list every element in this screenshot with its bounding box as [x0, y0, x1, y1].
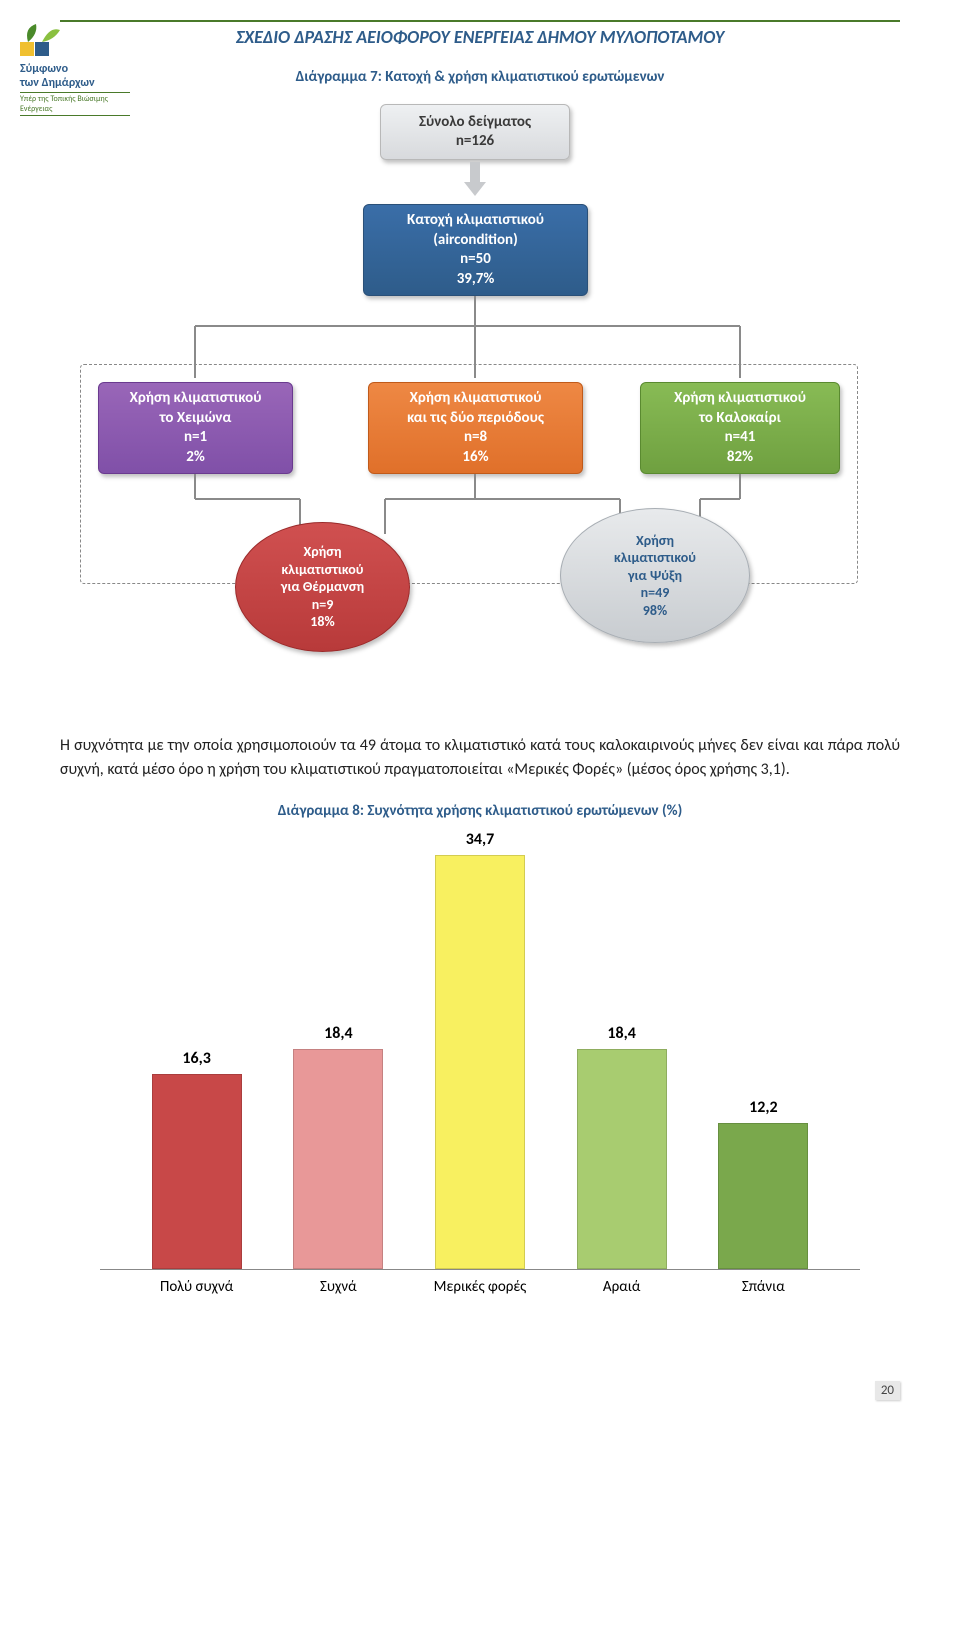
node-label: το Χειμώνα — [109, 409, 282, 429]
bar — [152, 1074, 242, 1269]
page-number: 20 — [875, 1381, 900, 1400]
logo-text2: των Δημάρχων — [20, 76, 130, 90]
node-label: n=41 — [651, 428, 829, 448]
ellipse-label: για Θέρμανση — [281, 578, 364, 596]
flowchart: Σύνολο δείγματος n=126 Κατοχή κλιματιστι… — [80, 104, 880, 704]
bar-value-label: 12,2 — [718, 1098, 808, 1117]
bar-category-label: Αραιά — [557, 1278, 687, 1296]
ellipse-label: για Ψύξη — [628, 567, 682, 585]
node-label: Χρήση κλιματιστικού — [651, 389, 829, 409]
arrow-icon — [460, 162, 490, 198]
ellipse-label: κλιματιστικού — [614, 549, 696, 567]
bar — [435, 855, 525, 1269]
node-label: 16% — [379, 448, 572, 468]
bar-value-label: 18,4 — [577, 1024, 667, 1043]
diagram7-caption: Διάγραμμα 7: Κατοχή & χρήση κλιματιστικο… — [60, 68, 900, 86]
node-label: n=8 — [379, 428, 572, 448]
node-label: 39,7% — [374, 270, 577, 290]
ellipse-label: κλιματιστικού — [282, 561, 364, 579]
logo-icon — [20, 20, 75, 60]
ellipse-cooling: Χρήση κλιματιστικού για Ψύξη n=49 98% — [560, 508, 750, 643]
connector-lines — [80, 296, 860, 386]
paragraph-body: Η συχνότητα με την οποία χρησιμοποιούν τ… — [60, 734, 900, 782]
node-label: (aircondition) — [374, 231, 577, 251]
ellipse-label: n=49 — [641, 584, 670, 602]
node-summer-use: Χρήση κλιματιστικού το Καλοκαίρι n=41 82… — [640, 382, 840, 474]
node-label: Χρήση κλιματιστικού — [379, 389, 572, 409]
node-label: 2% — [109, 448, 282, 468]
node-label: n=50 — [374, 250, 577, 270]
bar-category-label: Συχνά — [273, 1278, 403, 1296]
bar-category-label: Μερικές φορές — [415, 1278, 545, 1296]
ellipse-label: n=9 — [312, 596, 334, 614]
bar-value-label: 34,7 — [435, 830, 525, 849]
bar-value-label: 18,4 — [293, 1024, 383, 1043]
node-label: και τις δύο περιόδους — [379, 409, 572, 429]
ellipse-heating: Χρήση κλιματιστικού για Θέρμανση n=9 18% — [235, 522, 410, 652]
node-label: 82% — [651, 448, 829, 468]
node-both-seasons: Χρήση κλιματιστικού και τις δύο περιόδου… — [368, 382, 583, 474]
node-sample-total: Σύνολο δείγματος n=126 — [380, 104, 570, 160]
node-label: Χρήση κλιματιστικού — [109, 389, 282, 409]
node-label: Κατοχή κλιματιστικού — [374, 211, 577, 231]
bar-category-label: Σπάνια — [698, 1278, 828, 1296]
node-winter-use: Χρήση κλιματιστικού το Χειμώνα n=1 2% — [98, 382, 293, 474]
ellipse-label: 18% — [310, 613, 334, 631]
bar — [293, 1049, 383, 1269]
doc-title: ΣΧΕΔΙΟ ΔΡΑΣΗΣ ΑΕΙΟΦΟΡΟΥ ΕΝΕΡΓΕΙΑΣ ΔΗΜΟΥ … — [60, 26, 900, 48]
diagram8-caption: Διάγραμμα 8: Συχνότητα χρήσης κλιματιστι… — [60, 802, 900, 820]
node-label: n=126 — [391, 132, 559, 152]
connector-lines-2 — [80, 474, 860, 544]
bar-chart: 16,318,434,718,412,2 — [100, 840, 860, 1270]
bar — [718, 1123, 808, 1269]
node-label: n=1 — [109, 428, 282, 448]
logo-text1: Σύμφωνο — [20, 62, 130, 76]
header-divider — [60, 20, 900, 22]
bar-category-label: Πολύ συχνά — [132, 1278, 262, 1296]
node-label: Σύνολο δείγματος — [391, 113, 559, 133]
bar-value-label: 16,3 — [152, 1049, 242, 1068]
node-label: το Καλοκαίρι — [651, 409, 829, 429]
logo-block: Σύμφωνο των Δημάρχων Υπέρ της Τοπικής Βι… — [20, 20, 130, 116]
ellipse-label: 98% — [643, 602, 667, 620]
ellipse-label: Χρήση — [304, 543, 342, 561]
bar — [577, 1049, 667, 1269]
ellipse-label: Χρήση — [636, 532, 674, 550]
node-aircondition-owners: Κατοχή κλιματιστικού (aircondition) n=50… — [363, 204, 588, 296]
